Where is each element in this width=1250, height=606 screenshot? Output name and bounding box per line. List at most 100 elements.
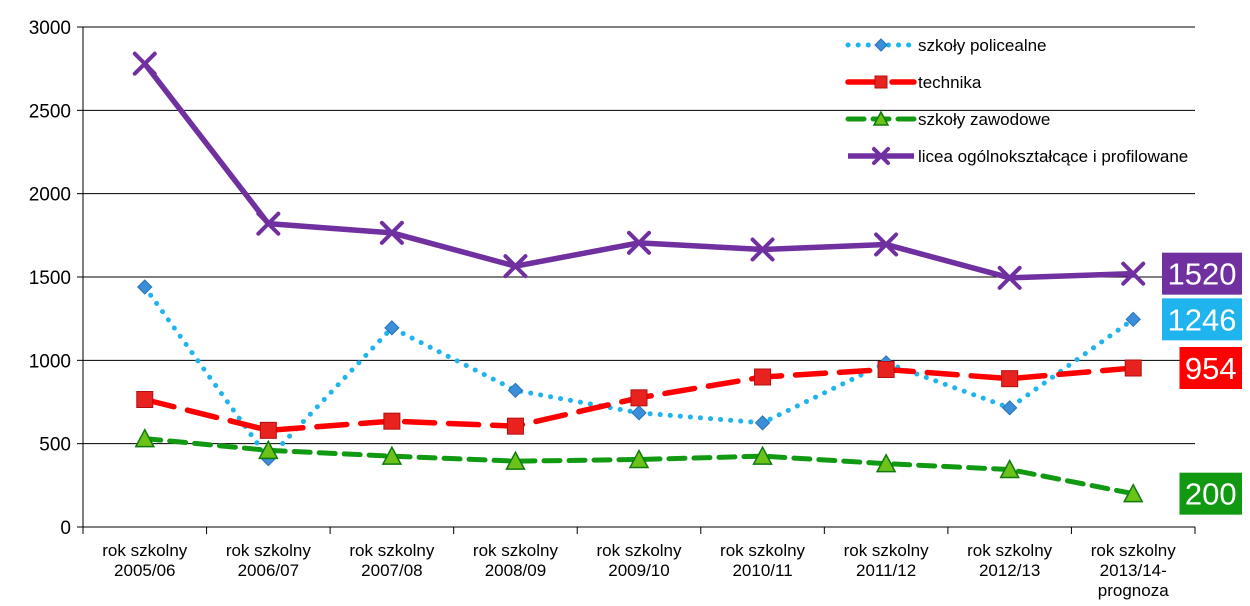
- y-tick-label: 500: [39, 435, 71, 456]
- x-marker-stroke: [503, 254, 528, 279]
- data-point-square: [754, 368, 772, 386]
- data-point-square: [259, 421, 277, 439]
- legend-item: szkoły zawodowe: [845, 110, 1050, 129]
- x-marker-stroke: [1121, 261, 1146, 286]
- x-tick-label: rok szkolny 2011/12: [844, 541, 930, 580]
- x-tick-label-line: 2013/14-: [1100, 561, 1167, 580]
- series-lines: [132, 51, 1146, 503]
- legend-label: technika: [918, 73, 982, 92]
- end-value-label-text: 1520: [1168, 257, 1237, 292]
- data-point-square: [383, 412, 401, 430]
- x-tick-label: rok szkolny 2006/07: [226, 541, 312, 580]
- data-point-square: [874, 75, 888, 89]
- data-point-x: [874, 232, 899, 257]
- x-tick-label-line: 2010/11: [732, 561, 792, 580]
- x-marker-stroke: [872, 147, 890, 165]
- y-tick-label: 3000: [29, 18, 71, 39]
- end-value-label-bg: [1179, 347, 1242, 389]
- x-tick-label-line: rok szkolny: [226, 541, 312, 560]
- data-point-square: [1001, 370, 1019, 388]
- data-point-x: [503, 254, 528, 279]
- data-point-triangle: [628, 448, 650, 469]
- y-tick-label: 0: [60, 518, 71, 539]
- series-szkoły-policealne: [137, 279, 1141, 467]
- x-tick-label-line: rok szkolny: [473, 541, 559, 560]
- data-point-triangle: [872, 110, 890, 126]
- end-value-labels: 1246 954 200 1520: [1162, 252, 1242, 515]
- data-point-x: [132, 51, 157, 76]
- y-tick-label: 2500: [29, 101, 71, 122]
- x-marker-stroke: [379, 220, 404, 245]
- x-tick-label: rok szkolny 2012/13: [967, 541, 1053, 580]
- end-value-label: 954: [1179, 347, 1242, 389]
- series-line: [142, 61, 1134, 281]
- series-line: [142, 284, 1136, 463]
- data-point-triangle: [999, 458, 1020, 479]
- data-point-x: [872, 147, 890, 165]
- end-value-label-bg: [1162, 298, 1242, 341]
- x-tick-label: rok szkolny 2005/06: [102, 541, 188, 580]
- data-point-x: [997, 265, 1022, 290]
- x-tick-label-line: 2006/07: [238, 561, 299, 580]
- data-point-triangle: [134, 428, 156, 448]
- x-tick-label-line: rok szkolny: [596, 541, 682, 560]
- data-point-diamond: [754, 415, 771, 431]
- data-point-diamond: [1125, 311, 1141, 328]
- x-tick-label-line: rok szkolny: [967, 541, 1053, 560]
- data-point-square: [630, 389, 648, 407]
- x-tick-label-line: rok szkolny: [720, 541, 806, 560]
- x-tick-label-line: rok szkolny: [844, 541, 930, 560]
- data-point-x: [750, 237, 775, 262]
- y-tick-label: 1000: [29, 351, 71, 372]
- data-point-diamond: [874, 38, 888, 52]
- x-tick-label: rok szkolny 2009/10: [596, 541, 682, 580]
- x-tick-label: rok szkolny 2013/14-prognoza: [1091, 541, 1177, 600]
- x-tick-label-line: rok szkolny: [349, 541, 435, 560]
- x-marker-stroke: [874, 232, 899, 257]
- y-tick-label: 1500: [29, 268, 71, 289]
- data-point-diamond: [1001, 400, 1018, 416]
- y-tick-labels: 0 500 1000 1500 2000 2500 3000: [29, 18, 71, 539]
- data-point-triangle: [1122, 483, 1144, 503]
- x-marker-stroke: [256, 211, 281, 236]
- x-tick-label-line: 2011/12: [856, 561, 916, 580]
- data-point-x: [379, 220, 404, 245]
- x-tick-label-line: rok szkolny: [1091, 541, 1177, 560]
- series-line: [142, 436, 1136, 497]
- end-value-label: 1246: [1162, 298, 1242, 341]
- x-tick-label-line: prognoza: [1098, 581, 1169, 600]
- data-point-x: [256, 211, 281, 236]
- legend: szkoły policealne technika szkoły zawodowe…: [845, 36, 1188, 166]
- x-marker-stroke: [627, 230, 651, 255]
- end-value-label-text: 200: [1185, 477, 1237, 512]
- legend-item: licea ogólnokształcące i profilowane: [848, 147, 1188, 166]
- x-marker-stroke: [132, 51, 157, 76]
- end-value-label-bg: [1179, 472, 1242, 515]
- x-tick-label-line: rok szkolny: [102, 541, 188, 560]
- x-marker-stroke: [750, 237, 775, 262]
- x-tick-label-line: 2007/08: [361, 561, 422, 580]
- end-value-label-bg: [1162, 252, 1242, 295]
- data-point-square: [136, 391, 154, 408]
- data-point-diamond: [137, 279, 153, 295]
- axes: [77, 26, 1196, 534]
- data-point-square: [1124, 359, 1142, 377]
- legend-label: szkoły policealne: [918, 36, 1047, 55]
- legend-item: technika: [845, 73, 982, 92]
- legend-label: szkoły zawodowe: [918, 110, 1050, 129]
- x-tick-label-line: 2012/13: [979, 561, 1040, 580]
- x-tick-label-line: 2008/09: [485, 561, 546, 580]
- data-point-triangle: [258, 439, 279, 460]
- legend-item: szkoły policealne: [845, 36, 1047, 55]
- data-point-triangle: [875, 453, 897, 473]
- end-value-label: 1520: [1162, 252, 1242, 295]
- gridlines: [83, 26, 1195, 445]
- y-tick-label: 2000: [29, 185, 71, 206]
- data-point-triangle: [505, 450, 526, 470]
- x-tick-label: rok szkolny 2010/11: [720, 541, 806, 580]
- x-tick-label: rok szkolny 2008/09: [473, 541, 559, 580]
- data-point-x: [627, 230, 651, 255]
- data-point-diamond: [507, 382, 524, 399]
- data-point-diamond: [384, 320, 400, 336]
